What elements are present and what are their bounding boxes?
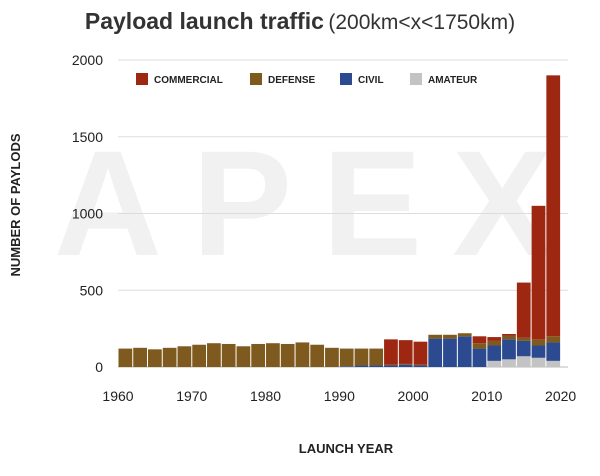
legend-label-defense: DEFENSE — [268, 75, 316, 86]
bar-civil-2002 — [428, 338, 443, 367]
bar-civil-1990 — [339, 366, 354, 367]
bar-civil-2014 — [516, 340, 531, 357]
bar-defense-1982 — [280, 343, 295, 367]
bar-commercial-2008 — [472, 336, 487, 344]
x-tick-label: 1990 — [324, 388, 355, 404]
bar-defense-2004 — [443, 334, 457, 339]
bar-civil-2010 — [487, 345, 502, 361]
bar-defense-1978 — [251, 343, 266, 367]
legend-swatch-amateur — [410, 73, 422, 85]
bar-commercial-2016 — [531, 205, 546, 340]
bar-defense-1990 — [339, 348, 354, 367]
bar-civil-2012 — [502, 339, 516, 360]
bar-defense-2000 — [413, 364, 428, 366]
bar-defense-2008 — [472, 343, 487, 349]
bars — [118, 75, 561, 367]
bar-defense-1992 — [354, 348, 369, 366]
legend-label-amateur: AMATEUR — [428, 75, 478, 86]
y-tick-label: 500 — [80, 282, 104, 298]
y-tick-label: 1500 — [72, 129, 103, 145]
legend-label-commercial: COMMERCIAL — [154, 75, 223, 86]
bar-defense-1960 — [118, 348, 133, 367]
bar-commercial-1996 — [384, 339, 398, 365]
bar-defense-2016 — [531, 339, 546, 346]
bar-defense-2010 — [487, 340, 502, 346]
x-tick-label: 1980 — [250, 388, 281, 404]
x-axis-label: LAUNCH YEAR — [299, 441, 394, 456]
bar-defense-2012 — [502, 335, 516, 340]
legend-swatch-civil — [340, 73, 352, 85]
bar-defense-1996 — [384, 364, 398, 366]
bar-civil-2004 — [443, 338, 457, 367]
x-tick-label: 1970 — [176, 388, 207, 404]
bar-commercial-2014 — [516, 282, 531, 338]
bar-defense-1986 — [310, 344, 325, 367]
y-tick-label: 2000 — [72, 52, 103, 68]
bar-defense-1994 — [369, 348, 384, 366]
y-tick-label: 1000 — [72, 206, 103, 222]
x-tick-labels: 1960 1970 1980 1990 2000 2010 2020 — [102, 388, 576, 404]
legend: COMMERCIAL DEFENSE CIVIL AMATEUR — [136, 73, 478, 86]
bar-civil-1992 — [354, 365, 369, 367]
bar-civil-1994 — [369, 365, 384, 367]
bar-civil-2018 — [546, 342, 561, 361]
chart-title-main: Payload launch traffic — [84, 8, 324, 34]
bar-civil-1996 — [384, 365, 398, 367]
watermark: APEX — [54, 119, 582, 287]
bar-defense-1964 — [148, 349, 162, 367]
x-tick-label: 1960 — [102, 388, 133, 404]
bar-defense-1984 — [295, 342, 310, 367]
bar-defense-1988 — [325, 347, 339, 367]
bar-defense-1998 — [398, 363, 413, 365]
bar-defense-2002 — [428, 334, 443, 339]
y-tick-label: 0 — [95, 359, 103, 375]
legend-swatch-commercial — [136, 73, 148, 85]
legend-label-civil: CIVIL — [358, 75, 384, 86]
bar-defense-1966 — [162, 347, 177, 367]
bar-defense-1980 — [266, 343, 280, 367]
gridlines — [118, 59, 568, 368]
bar-defense-1962 — [133, 347, 148, 367]
bar-defense-1972 — [207, 343, 221, 367]
bar-civil-1998 — [398, 364, 413, 367]
bar-commercial-2012 — [502, 333, 516, 336]
legend-swatch-defense — [250, 73, 262, 85]
bar-amateur-2012 — [502, 359, 516, 367]
chart-title-sub: (200km<x<1750km) — [328, 11, 516, 34]
bar-defense-1976 — [236, 346, 251, 367]
bar-commercial-2010 — [487, 337, 502, 341]
x-tick-label: 2020 — [545, 388, 576, 404]
bar-civil-2008 — [472, 348, 487, 367]
bar-defense-2014 — [516, 337, 531, 341]
chart-title: Payload launch traffic (200km<x<1750km) — [0, 8, 600, 35]
bar-defense-2018 — [546, 336, 561, 343]
bar-commercial-2018 — [546, 75, 561, 337]
x-tick-label: 2010 — [471, 388, 502, 404]
bar-defense-2006 — [457, 333, 472, 337]
bar-civil-2006 — [457, 336, 472, 367]
bar-amateur-2010 — [487, 360, 502, 367]
bar-amateur-2018 — [546, 360, 561, 367]
bar-commercial-2000 — [413, 341, 428, 365]
bar-civil-2000 — [413, 365, 428, 367]
x-tick-label: 2000 — [398, 388, 429, 404]
bar-amateur-2016 — [531, 357, 546, 367]
y-axis-label: NUMBER OF PAYLODS — [8, 133, 23, 276]
bar-civil-2016 — [531, 345, 546, 358]
bar-defense-1974 — [221, 343, 236, 367]
y-tick-labels: 0 500 1000 1500 2000 — [72, 52, 103, 375]
bar-amateur-2014 — [516, 356, 531, 367]
bar-defense-1968 — [177, 346, 192, 367]
bar-defense-1970 — [192, 344, 207, 367]
bar-commercial-1998 — [398, 340, 413, 364]
